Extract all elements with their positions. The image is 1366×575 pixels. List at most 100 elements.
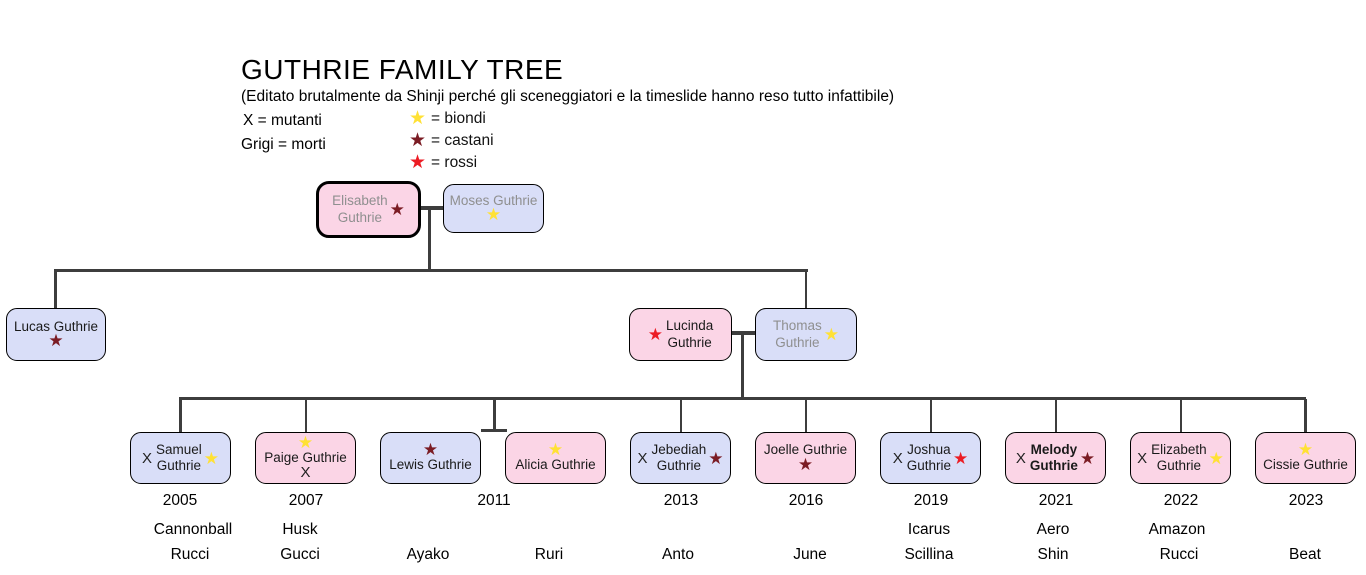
- legend-brown: ★ = castani: [409, 131, 494, 150]
- year-label-2013: 2013: [663, 492, 699, 509]
- person-box-moses: Moses Guthrie ★: [443, 184, 544, 233]
- person-name: Moses Guthrie: [449, 192, 538, 208]
- person-box-lewis: ★ Lewis Guthrie: [380, 432, 481, 484]
- legend-red-label: = rossi: [431, 153, 478, 171]
- person-name: Lucas Guthrie: [13, 318, 99, 334]
- brown-star-icon: ★: [422, 440, 439, 460]
- person-name: Joelle Guthrie: [763, 442, 848, 458]
- person-name: Thomas Guthrie: [772, 318, 822, 350]
- brown-star-icon: ★: [389, 200, 405, 219]
- yellow-star-icon: ★: [547, 440, 564, 460]
- spouse-name-top: Cannonball: [153, 521, 233, 538]
- connector-drop-melody: [1054, 399, 1058, 432]
- connector-drop-lewis-alicia: [493, 399, 496, 431]
- connector-siblings-gen3: [179, 397, 1306, 400]
- spouse-name-top: Icarus: [907, 521, 951, 538]
- person-box-jebediah: X Jebediah Guthrie ★: [630, 432, 731, 484]
- connector-drop-thomas: [804, 271, 808, 309]
- brown-star-icon: ★: [797, 454, 814, 474]
- spouse-name-bottom: Rucci: [170, 546, 210, 563]
- mutant-x-marker: X: [1137, 449, 1148, 467]
- person-box-alicia: ★ Alicia Guthrie: [505, 432, 606, 484]
- year-label-2007: 2007: [288, 492, 324, 509]
- yellow-star-icon: ★: [1297, 440, 1314, 460]
- connector-bridge-lewis-alicia: [481, 429, 507, 432]
- spouse-name-bottom: Rucci: [1159, 546, 1199, 563]
- year-label-2022: 2022: [1163, 492, 1199, 509]
- person-name: Samuel Guthrie: [155, 441, 202, 473]
- person-name: Joshua Guthrie: [906, 441, 952, 473]
- connector-drop-joelle: [804, 399, 808, 432]
- person-name: Cissie Guthrie: [1263, 457, 1348, 473]
- page-title: GUTHRIE FAMILY TREE: [241, 54, 564, 85]
- connector-drop-elizabeth: [1179, 399, 1183, 432]
- person-name: Paige Guthrie: [264, 449, 347, 465]
- year-label-2019: 2019: [913, 492, 949, 509]
- legend-dead: Grigi = morti: [241, 136, 326, 153]
- connector-siblings-gen2: [54, 269, 808, 272]
- spouse-name-bottom: Gucci: [280, 546, 320, 563]
- person-box-cissie: ★ Cissie Guthrie: [1255, 432, 1356, 484]
- year-label-2005: 2005: [162, 492, 198, 509]
- mutant-x-marker: X: [141, 449, 152, 467]
- mutant-x-marker: X: [1015, 449, 1026, 467]
- year-label-2023: 2023: [1288, 492, 1324, 509]
- legend-brown-label: = castani: [431, 131, 494, 149]
- connector-couple-lucinda-thomas: [732, 331, 755, 335]
- yellow-star-icon: ★: [297, 432, 314, 452]
- brown-star-icon: ★: [1079, 448, 1096, 468]
- person-box-lucinda: ★ Lucinda Guthrie: [629, 308, 732, 361]
- person-name: Lucinda Guthrie: [665, 318, 714, 350]
- mutant-x-marker: X: [300, 464, 311, 482]
- person-box-joshua: X Joshua Guthrie ★: [880, 432, 981, 484]
- spouse-name-top: Amazon: [1148, 521, 1206, 538]
- person-box-joelle: Joelle Guthrie ★: [755, 432, 856, 484]
- spouse-name-bottom: Beat: [1289, 546, 1321, 563]
- person-box-samuel: X Samuel Guthrie ★: [130, 432, 231, 484]
- mutant-x-marker: X: [637, 449, 648, 467]
- spouse-name-bottom: Shin: [1037, 546, 1069, 563]
- spouse-name-bottom: June: [793, 546, 827, 563]
- person-name: Elizabeth Guthrie: [1151, 441, 1207, 473]
- brown-star-icon: ★: [48, 331, 64, 351]
- spouse-name-top: Husk: [282, 521, 318, 538]
- brown-star-icon: ★: [409, 130, 427, 151]
- connector-drop-paige: [304, 399, 308, 432]
- connector-drop-joshua: [929, 399, 933, 432]
- spouse-name-bottom: Ruri: [534, 546, 564, 563]
- red-star-icon: ★: [647, 325, 663, 344]
- connector-couple-elisabeth-moses: [421, 206, 443, 210]
- spouse-name-bottom: Scillina: [904, 546, 954, 563]
- mutant-x-marker: X: [892, 449, 903, 467]
- yellow-star-icon: ★: [409, 108, 427, 129]
- legend-blonde-label: = biondi: [431, 109, 486, 127]
- page-subtitle: (Editato brutalmente da Shinji perché gl…: [241, 88, 895, 105]
- year-label-2011: 2011: [477, 492, 511, 509]
- person-box-elizabeth: X Elizabeth Guthrie ★: [1130, 432, 1231, 484]
- spouse-name-top: Aero: [1036, 521, 1070, 538]
- connector-drop-gen1: [428, 209, 431, 271]
- person-name: Jebediah Guthrie: [651, 441, 707, 473]
- person-box-paige: ★ Paige Guthrie X: [255, 432, 356, 484]
- legend-mutants: X = mutanti: [243, 112, 322, 129]
- person-box-thomas: Thomas Guthrie ★: [755, 308, 857, 361]
- legend-red: ★ = rossi: [409, 153, 477, 172]
- person-box-melody: X Melody Guthrie ★: [1005, 432, 1106, 484]
- yellow-star-icon: ★: [485, 205, 502, 225]
- legend-blonde: ★ = biondi: [409, 109, 486, 128]
- connector-drop-lucas: [54, 271, 57, 309]
- yellow-star-icon: ★: [1208, 448, 1224, 468]
- person-name: Elisabeth Guthrie: [332, 193, 388, 225]
- year-label-2021: 2021: [1038, 492, 1074, 509]
- connector-drop-jebediah: [679, 399, 683, 432]
- person-box-lucas: Lucas Guthrie ★: [6, 308, 106, 361]
- person-name: Alicia Guthrie: [515, 457, 596, 473]
- connector-drop-gen2: [741, 334, 744, 398]
- red-star-icon: ★: [953, 448, 969, 468]
- connector-drop-cissie: [1304, 399, 1307, 432]
- yellow-star-icon: ★: [203, 448, 220, 468]
- yellow-star-icon: ★: [823, 325, 840, 344]
- connector-drop-samuel: [179, 399, 182, 432]
- spouse-name-bottom: Anto: [662, 546, 694, 563]
